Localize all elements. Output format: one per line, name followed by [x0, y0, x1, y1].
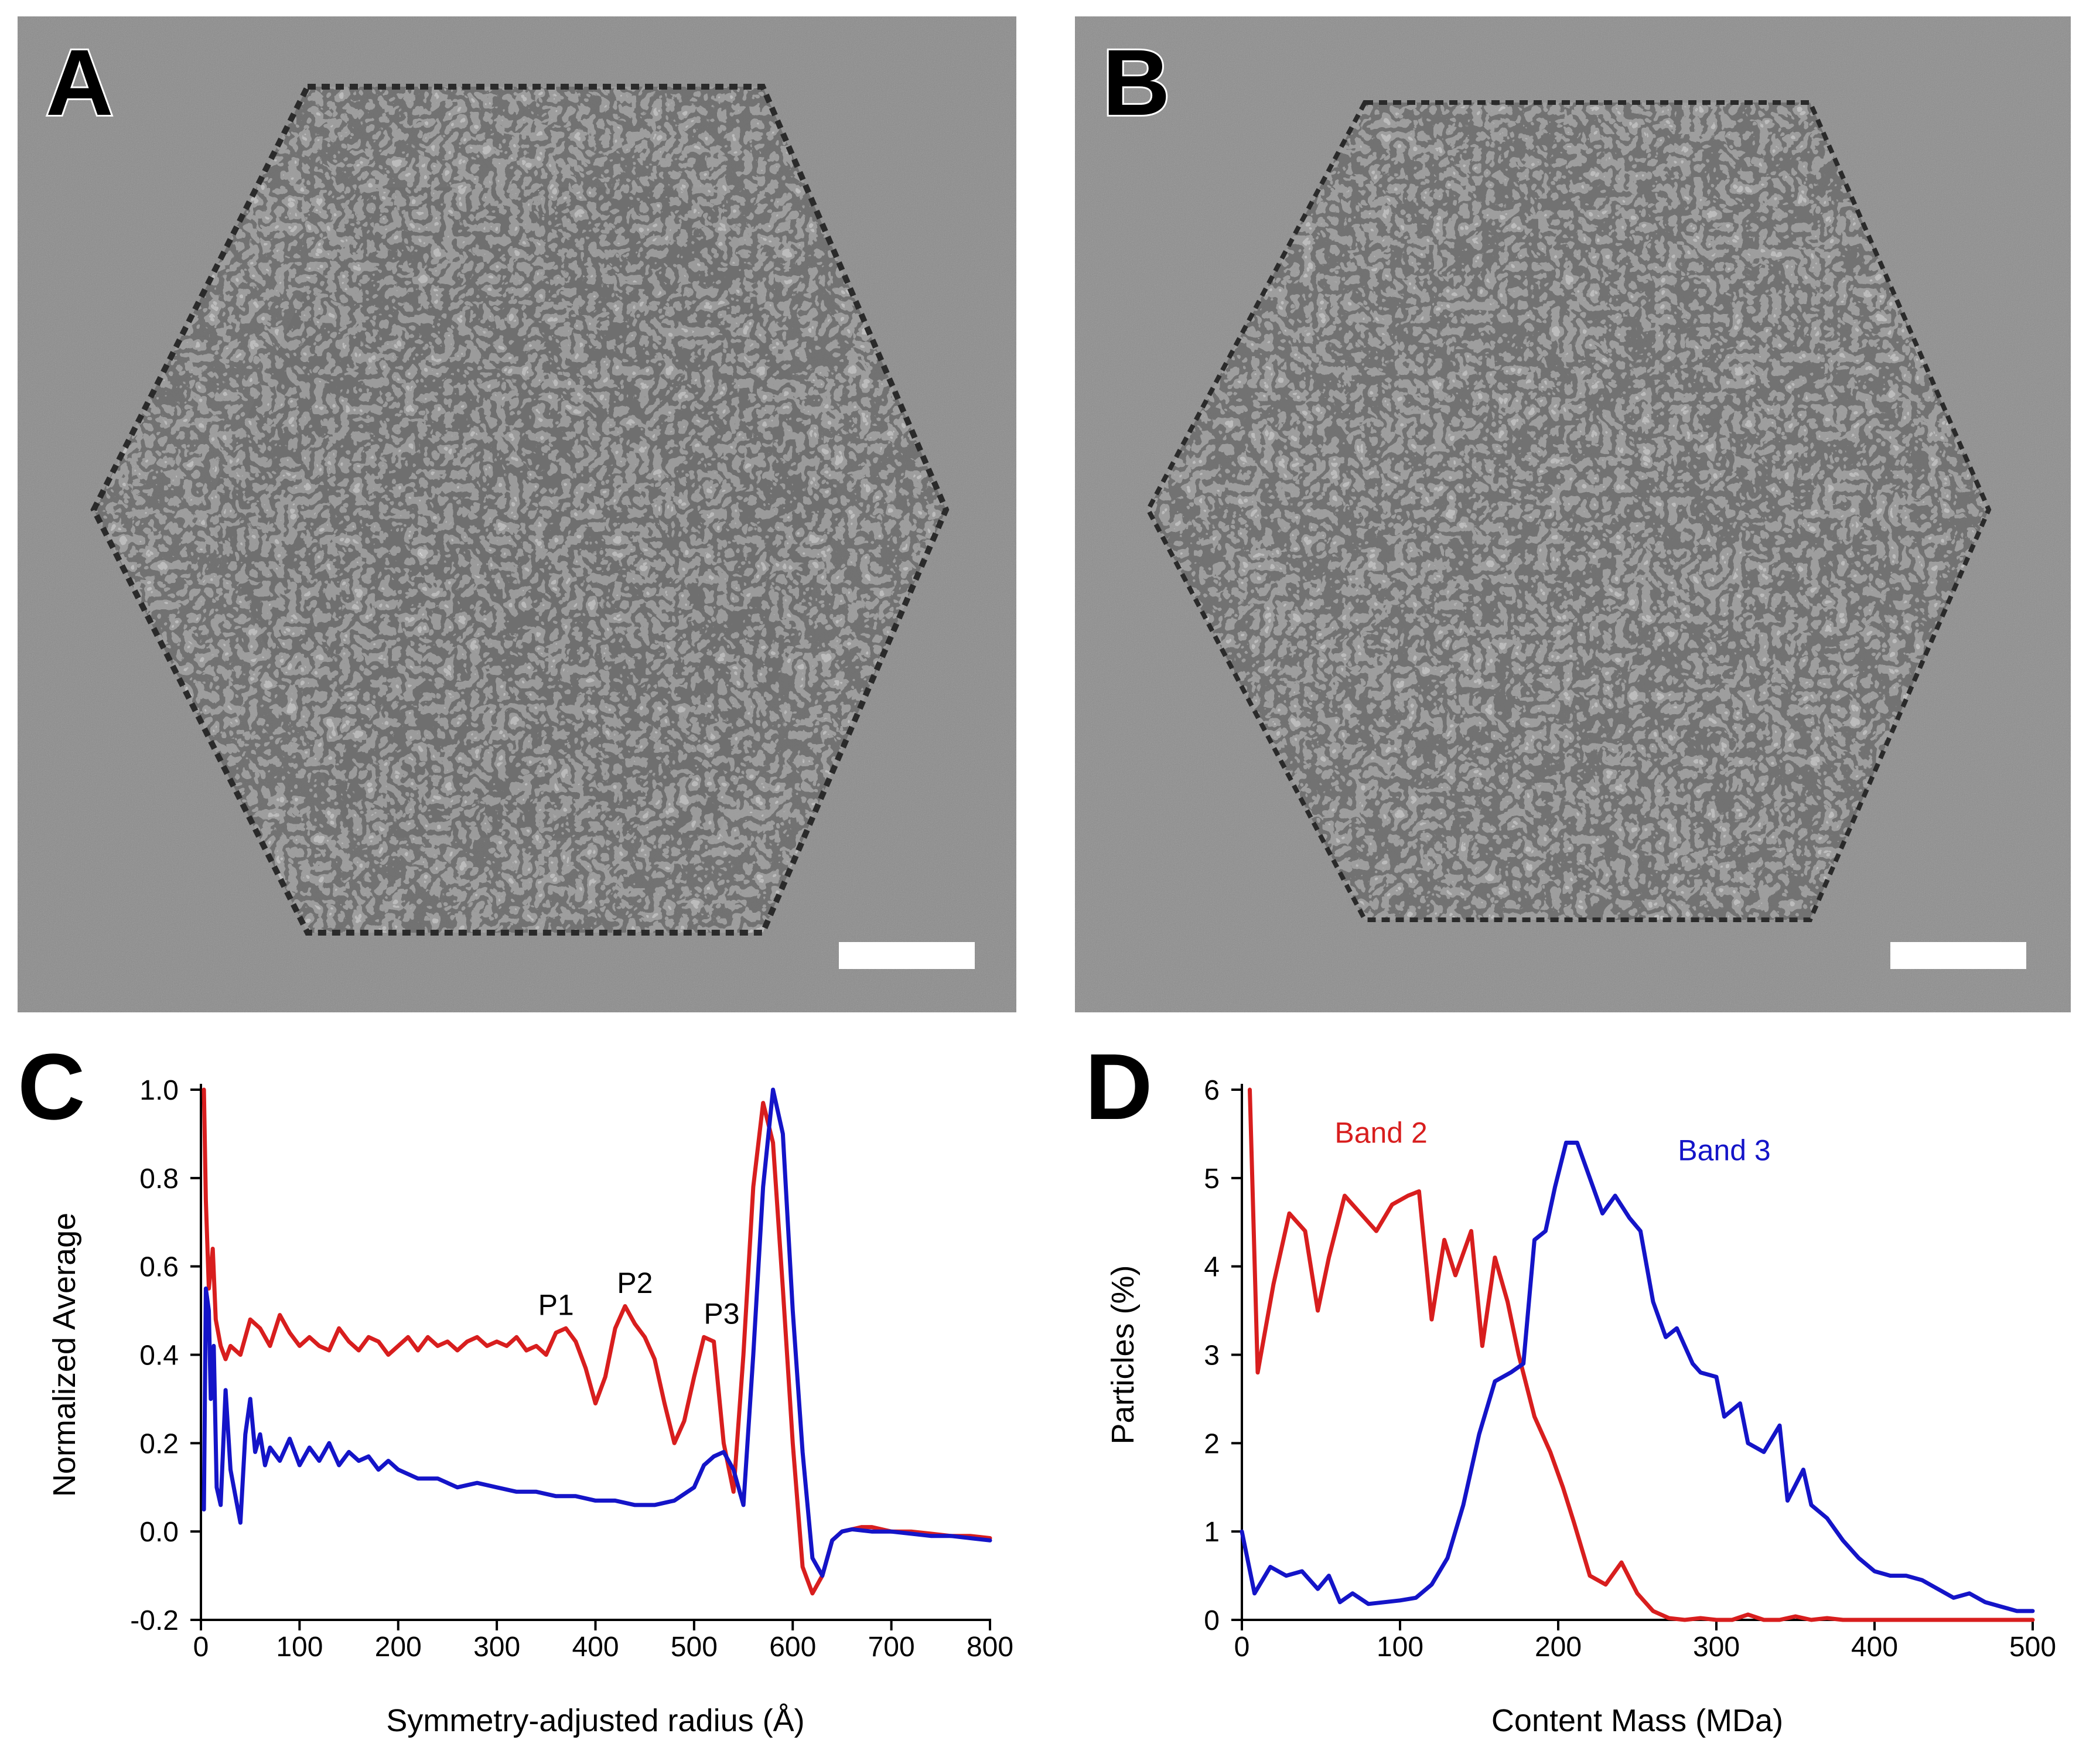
- y-tick-label: -0.2: [130, 1605, 179, 1636]
- x-tick-label: 0: [1234, 1632, 1250, 1663]
- y-tick-label: 4: [1204, 1252, 1220, 1283]
- x-tick-label: 300: [1693, 1632, 1740, 1663]
- x-tick-label: 500: [671, 1632, 718, 1663]
- y-tick-label: 1: [1204, 1517, 1220, 1548]
- panel-a: A: [18, 16, 1016, 1012]
- x-tick-label: 800: [967, 1632, 1013, 1663]
- series-line-red: [202, 1087, 992, 1596]
- annotation-p3: P3: [704, 1298, 739, 1330]
- capsid-a-outline: [90, 84, 950, 936]
- annotation-band-2: Band 2: [1334, 1117, 1427, 1149]
- y-tick-label: 6: [1204, 1075, 1220, 1106]
- x-tick-label: 500: [2009, 1632, 2056, 1663]
- annotation-band-3: Band 3: [1678, 1134, 1770, 1167]
- y-tick-label: 0.6: [139, 1252, 179, 1283]
- x-tick-label: 200: [375, 1632, 422, 1663]
- series-line-blue: [202, 1087, 992, 1578]
- x-axis-title: Content Mass (MDa): [1491, 1703, 1783, 1738]
- series-line-band-2: [1248, 1087, 2035, 1622]
- y-tick-label: 1.0: [139, 1075, 179, 1106]
- x-tick-label: 100: [1377, 1632, 1423, 1663]
- y-tick-label: 3: [1204, 1340, 1220, 1371]
- x-axis-title: Symmetry-adjusted radius (Å): [386, 1703, 804, 1738]
- y-tick-label: 2: [1204, 1428, 1220, 1459]
- scale-bar-b: [1890, 942, 2026, 969]
- x-tick-label: 600: [769, 1632, 816, 1663]
- y-axis-title: Normalized Average: [47, 1213, 82, 1497]
- x-tick-label: 400: [1851, 1632, 1898, 1663]
- y-tick-label: 5: [1204, 1164, 1220, 1195]
- capsid-b-outline: [1145, 100, 1992, 922]
- y-tick-label: 0.4: [139, 1340, 179, 1371]
- x-tick-label: 700: [868, 1632, 915, 1663]
- y-tick-label: 0: [1204, 1605, 1220, 1636]
- chart-c: 0 100 200 300 400 500 600 700 800 -0.2 0.0 0.2 0.4 0.…: [47, 1075, 1013, 1738]
- y-axis-title: Particles (%): [1105, 1265, 1141, 1444]
- x-tick-label: 200: [1535, 1632, 1582, 1663]
- series-line-band-3: [1240, 1141, 2035, 1613]
- x-tick-label: 100: [276, 1632, 323, 1663]
- y-tick-label: 0.2: [139, 1428, 179, 1459]
- annotation-p1: P1: [538, 1289, 574, 1322]
- panel-label-b: B: [1102, 30, 1170, 135]
- x-tick-label: 300: [473, 1632, 520, 1663]
- panel-label-d: D: [1085, 1034, 1153, 1139]
- y-tick-label: 0.8: [139, 1164, 179, 1195]
- x-tick-label: 0: [193, 1632, 209, 1663]
- chart-d: 0 100 200 300 400 500 0 1 2 3 4 5 6 Content Mass (MDa…: [1105, 1075, 2056, 1738]
- x-tick-label: 400: [572, 1632, 619, 1663]
- annotation-p2: P2: [617, 1267, 653, 1299]
- panel-label-a: A: [46, 30, 114, 135]
- panel-b: B: [1075, 16, 2071, 1012]
- y-tick-label: 0.0: [139, 1517, 179, 1548]
- scale-bar-a: [839, 942, 975, 969]
- panel-label-c: C: [18, 1034, 86, 1139]
